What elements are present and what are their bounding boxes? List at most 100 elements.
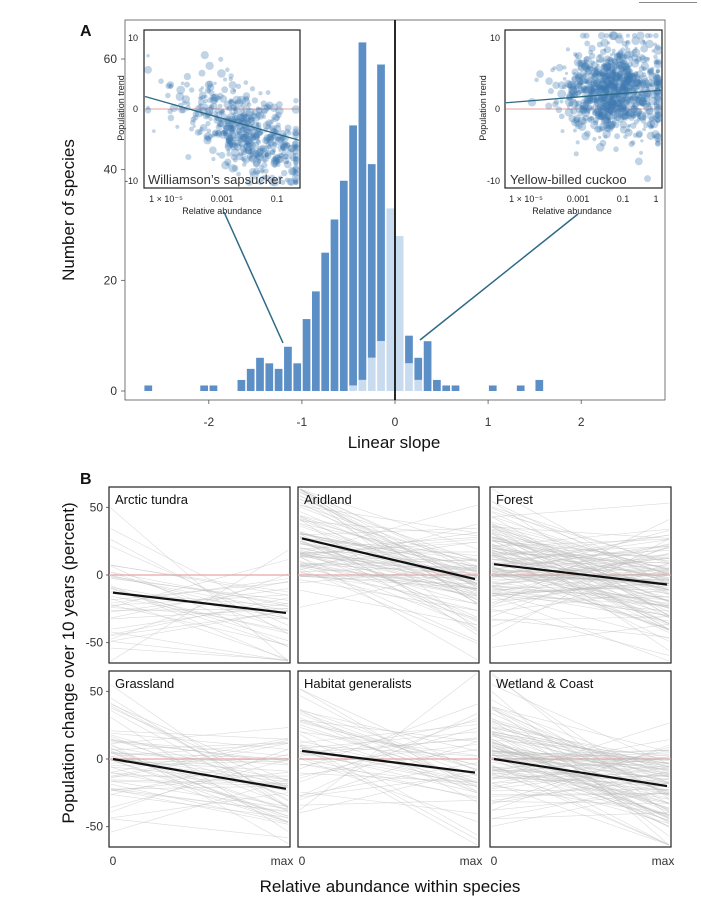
inset-scatter-point — [242, 148, 248, 154]
inset-scatter-point — [650, 125, 654, 129]
inset-scatter-point — [241, 97, 251, 106]
inset-scatter-point — [575, 51, 583, 60]
inset-scatter-point — [218, 118, 223, 123]
facet-species-line — [491, 616, 670, 621]
inset-scatter-point — [220, 108, 225, 114]
facet-species-line — [299, 551, 478, 553]
inset-scatter-point — [636, 113, 641, 118]
inset-scatter-point — [219, 118, 225, 124]
inset-scatter-point — [611, 71, 618, 78]
inset-scatter-point — [569, 88, 579, 97]
inset-scatter-point — [225, 106, 230, 111]
inset-scatter-point — [624, 70, 633, 79]
inset-scatter-point — [621, 54, 626, 59]
inset-scatter-point — [645, 39, 654, 49]
inset-scatter-point — [584, 80, 590, 86]
inset-scatter-point — [221, 161, 230, 170]
inset-scatter-point — [592, 136, 597, 142]
inset-scatter-point — [276, 155, 284, 164]
inset-scatter-point — [625, 87, 631, 93]
inset-scatter-point — [615, 95, 621, 101]
facet-species-line — [299, 523, 478, 562]
inset-scatter-point — [280, 179, 286, 185]
inset-scatter-point — [211, 94, 218, 101]
inset-scatter-point — [640, 118, 647, 124]
inset-scatter-point — [258, 111, 262, 115]
inset-scatter-point — [593, 97, 599, 103]
inset-scatter-point — [225, 137, 232, 145]
facet-title: Habitat generalists — [304, 676, 412, 691]
inset-scatter-point — [631, 53, 639, 62]
inset-scatter-point — [292, 131, 300, 139]
facet-species-line — [299, 718, 478, 783]
inset-scatter-point — [616, 75, 621, 79]
inset-scatter-point — [635, 95, 640, 100]
facet-species-line — [299, 738, 478, 754]
inset-scatter-point — [263, 103, 272, 111]
inset-scatter-point — [628, 74, 634, 79]
inset-scatter-point — [594, 94, 603, 103]
inset-scatter-point — [643, 56, 650, 63]
inset-scatter-point — [577, 64, 585, 72]
inset-scatter-point — [604, 113, 608, 117]
inset-scatter-point — [584, 107, 589, 113]
facet-species-line — [491, 767, 670, 789]
inset-scatter-point — [626, 98, 631, 104]
inset-scatter-point — [632, 87, 637, 92]
inset-scatter-point — [632, 111, 638, 117]
inset-scatter-point — [265, 101, 274, 110]
inset-scatter-point — [602, 63, 612, 72]
inset-scatter-point — [218, 130, 228, 139]
inset-trend-line — [144, 95, 300, 141]
inset-scatter-point — [606, 75, 614, 83]
histogram-bar — [516, 385, 525, 391]
inset-scatter-point — [608, 102, 614, 107]
inset-scatter-point — [588, 66, 594, 72]
inset-scatter-point — [242, 105, 251, 114]
inset-scatter-point — [243, 129, 247, 133]
inset-scatter-point — [607, 102, 614, 109]
inset-scatter-point — [591, 110, 598, 116]
inset-scatter-point — [608, 82, 616, 89]
facet-species-line — [299, 589, 478, 626]
inset-scatter-point — [607, 106, 614, 114]
inset-scatter-point — [586, 99, 592, 105]
inset-scatter-point — [223, 100, 232, 109]
histogram-bar-light — [377, 341, 385, 391]
inset-scatter-point — [588, 44, 596, 52]
inset-scatter-point — [603, 85, 610, 92]
inset-scatter-point — [618, 103, 627, 112]
facet-species-line — [491, 544, 670, 591]
histogram-bar-light — [405, 363, 413, 391]
inset-scatter-point — [598, 86, 605, 93]
inset-scatter-point — [626, 101, 636, 111]
inset-scatter-point — [616, 60, 625, 69]
panel-a-ytick-label: 0 — [110, 384, 117, 398]
inset-scatter-point — [572, 71, 577, 76]
inset-scatter-point — [616, 63, 623, 70]
inset-scatter-point — [552, 81, 560, 90]
facet-species-line — [110, 597, 289, 636]
inset-scatter-point — [625, 109, 633, 117]
inset-scatter-point — [237, 118, 243, 124]
inset-scatter-point — [567, 83, 573, 89]
inset-scatter-point — [201, 103, 209, 111]
inset-scatter-point — [227, 129, 237, 139]
inset-scatter-point — [233, 139, 241, 147]
inset-1-xtick: 0.1 — [271, 194, 284, 204]
inset-scatter-point — [292, 130, 300, 137]
histogram-bar — [265, 363, 274, 391]
facet-species-line — [491, 590, 670, 622]
inset-scatter-point — [599, 105, 607, 112]
inset-scatter-point — [615, 114, 625, 123]
inset-scatter-point — [580, 69, 588, 77]
inset-scatter-point — [638, 97, 648, 106]
inset-scatter-point — [611, 107, 617, 113]
inset-scatter-point — [219, 108, 226, 115]
facet-species-line — [110, 549, 289, 662]
histogram-bar — [414, 357, 423, 380]
inset-scatter-point — [275, 111, 282, 119]
inset-scatter-point — [652, 115, 657, 120]
inset-scatter-point — [635, 107, 642, 115]
